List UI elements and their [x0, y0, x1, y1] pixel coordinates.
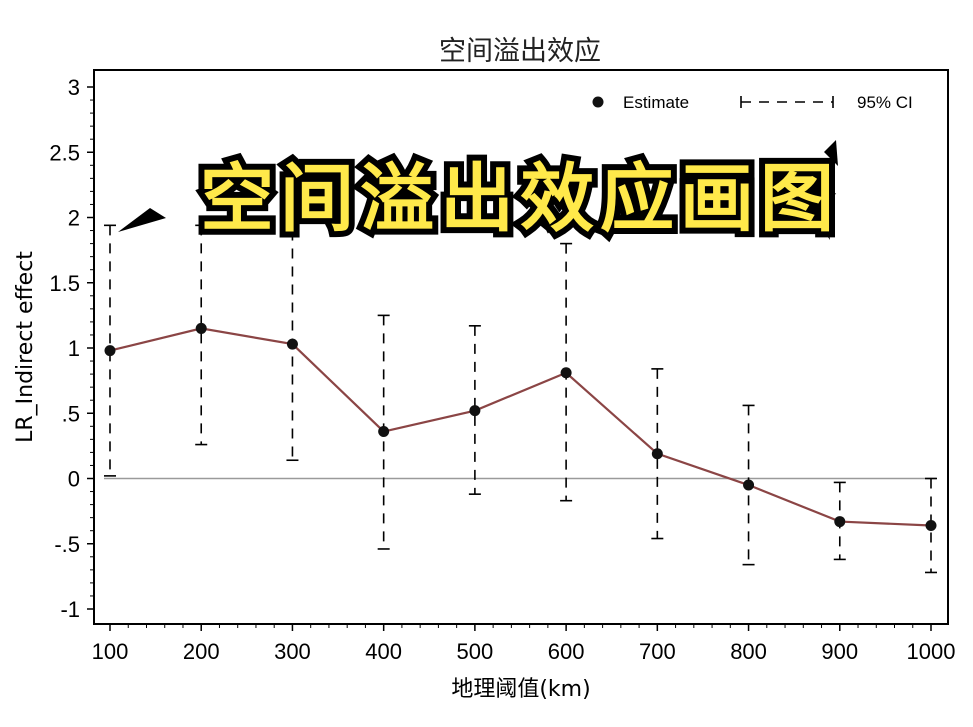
- x-axis: 100 200 300 400 500 600 700 800 900 1000: [92, 624, 956, 664]
- estimate-points: [104, 322, 937, 531]
- estimate-point: [834, 516, 846, 528]
- y-tick-label: 0: [68, 467, 80, 492]
- estimate-point: [195, 322, 207, 334]
- y-tick-label: 2: [68, 206, 80, 231]
- estimate-point: [560, 367, 572, 379]
- banner-text: 空间溢出效应画图: [200, 156, 840, 242]
- y-tick-label: 2.5: [49, 140, 80, 165]
- x-tick-label: 400: [365, 639, 402, 664]
- estimate-point: [104, 345, 116, 357]
- banner-spike-top: [824, 140, 838, 166]
- banner-spike-left: [118, 208, 166, 232]
- x-tick-label: 500: [457, 639, 494, 664]
- plot-frame: [93, 69, 949, 625]
- x-tick-label: 800: [730, 639, 767, 664]
- estimate-point: [925, 519, 937, 531]
- y-tick-label: -1: [60, 597, 80, 622]
- ci-bars: [104, 224, 937, 574]
- estimate-line-group: [109, 327, 932, 527]
- x-tick-label: 900: [821, 639, 858, 664]
- y-tick-label: 1.5: [49, 271, 80, 296]
- estimate-point: [469, 405, 481, 417]
- estimate-point: [651, 448, 663, 460]
- y-tick-label: -.5: [54, 532, 80, 557]
- y-axis: 32.521.51.50-.5-1: [49, 75, 94, 622]
- x-tick-label: 700: [639, 639, 676, 664]
- x-tick-label: 1000: [907, 639, 956, 664]
- estimate-point: [286, 338, 298, 350]
- estimate-point: [378, 426, 390, 438]
- y-tick-label: .5: [62, 401, 80, 426]
- legend-estimate-label: Estimate: [623, 93, 689, 112]
- legend-ci-label: 95% CI: [857, 93, 913, 112]
- estimate-line: [109, 327, 932, 527]
- y-axis-title: LR_Indirect effect: [13, 251, 38, 443]
- banner-spike-right: [812, 208, 830, 240]
- legend: Estimate 95% CI: [592, 93, 913, 112]
- legend-estimate-marker: [592, 96, 604, 108]
- y-tick-label: 3: [68, 75, 80, 100]
- x-tick-label: 600: [548, 639, 585, 664]
- estimate-point: [743, 479, 755, 491]
- x-tick-label: 300: [274, 639, 311, 664]
- chart-title: 空间溢出效应: [439, 36, 601, 67]
- x-tick-label: 100: [92, 639, 129, 664]
- y-tick-label: 1: [68, 336, 80, 361]
- x-axis-title: 地理阈值(km): [451, 677, 590, 702]
- banner: 空间溢出效应画图: [118, 140, 840, 248]
- x-tick-label: 200: [183, 639, 220, 664]
